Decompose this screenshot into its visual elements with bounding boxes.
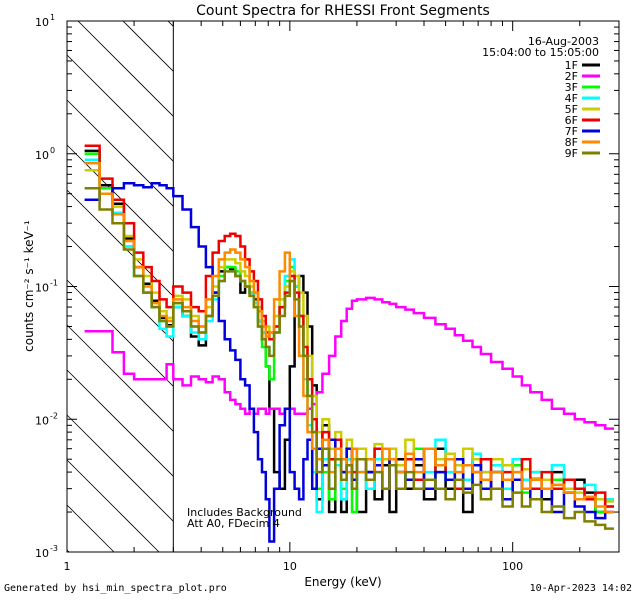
y-axis-label: counts cm⁻² s⁻¹ keV⁻¹ [22, 220, 36, 352]
hatch-lines [66, 20, 174, 553]
y-tick-label: 10 [35, 149, 49, 162]
series-5F-line [84, 169, 614, 503]
series-9F-line [84, 186, 614, 530]
series-4F-line [84, 158, 614, 514]
y-tick-label: 10 [35, 282, 49, 295]
y-tick-label: 10 [35, 16, 49, 29]
footer-generated-by: Generated by hsi_min_spectra_plot.pro [4, 583, 227, 594]
y-tick-label: 10 [35, 547, 49, 560]
legend-label-5F: 5F [565, 103, 578, 116]
legend-label-9F: 9F [565, 147, 578, 160]
hatched-region [66, 20, 174, 553]
y-tick-exponent: 1 [50, 13, 55, 22]
series-2F-line [84, 296, 614, 430]
y-tick-exponent: -1 [50, 279, 58, 288]
annotation-attenuator: Att A0, FDecim 4 [187, 517, 280, 530]
legend-label-8F: 8F [565, 136, 578, 149]
legend-label-1F: 1F [565, 59, 578, 72]
footer-date: 10-Apr-2023 14:02 [529, 583, 632, 594]
series-6F-line [84, 144, 614, 508]
legend-label-6F: 6F [565, 114, 578, 127]
series-8F-line [84, 161, 614, 514]
chart-title: Count Spectra for RHESSI Front Segments [196, 3, 490, 19]
x-tick-label: 1 [64, 560, 71, 573]
x-tick-label: 100 [502, 560, 523, 573]
legend-label-4F: 4F [565, 92, 578, 105]
legend-label-3F: 3F [565, 81, 578, 94]
y-tick-exponent: -2 [50, 411, 58, 420]
annotation-background: Includes Background [187, 506, 302, 519]
y-tick-exponent: -3 [50, 544, 58, 553]
y-tick-exponent: 0 [50, 146, 55, 155]
x-axis-label: Energy (keV) [304, 575, 381, 589]
header-date: 16-Aug-2003 [528, 35, 599, 48]
legend-label-7F: 7F [565, 125, 578, 138]
header-time-range: 15:04:00 to 15:05:00 [482, 46, 599, 59]
x-tick-label: 10 [283, 560, 297, 573]
y-tick-label: 10 [35, 414, 49, 427]
legend-label-2F: 2F [565, 70, 578, 83]
